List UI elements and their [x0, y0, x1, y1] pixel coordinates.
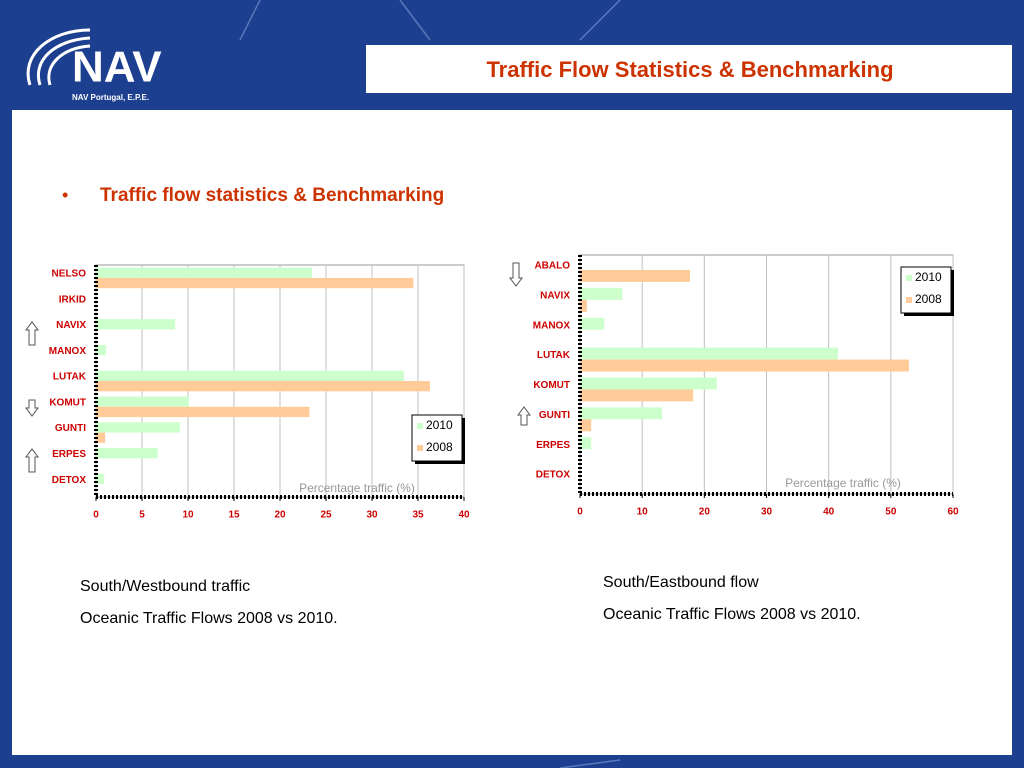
bar	[580, 419, 592, 432]
legend-label: 2010	[915, 270, 942, 284]
bar	[580, 347, 838, 360]
bar	[96, 267, 313, 278]
caption: South/Eastbound flow	[603, 574, 759, 591]
category-label: KOMUT	[49, 397, 86, 408]
category-label: KOMUT	[533, 380, 570, 391]
bar	[580, 377, 717, 390]
category-label: LUTAK	[537, 350, 571, 361]
bar	[96, 396, 189, 407]
category-label: IRKID	[59, 294, 86, 305]
legend	[900, 266, 952, 314]
bar	[580, 407, 663, 420]
x-tick-label: 10	[182, 510, 194, 521]
bar	[580, 389, 694, 402]
bar	[580, 287, 623, 300]
radar-lines	[239, 0, 621, 768]
x-tick-label: 35	[412, 510, 424, 521]
category-label: NAVIX	[540, 290, 570, 301]
legend-label: 2008	[426, 440, 453, 454]
x-tick-label: 10	[637, 507, 649, 518]
bar	[96, 432, 106, 443]
bar	[96, 448, 158, 459]
x-tick-label: 0	[577, 507, 583, 518]
bullet-dot: •	[62, 185, 68, 205]
category-label: ERPES	[52, 449, 86, 460]
legend	[411, 414, 463, 462]
x-tick-label: 20	[274, 510, 286, 521]
x-tick-label: 25	[320, 510, 332, 521]
legend-swatch	[906, 275, 912, 281]
category-label: NAVIX	[56, 320, 86, 331]
bar	[96, 344, 107, 356]
bar	[96, 406, 310, 418]
category-label: LUTAK	[53, 372, 87, 383]
legend-swatch	[906, 297, 912, 303]
legend-swatch	[417, 423, 423, 429]
bar	[96, 277, 414, 289]
bar	[580, 437, 592, 450]
x-tick-label: 20	[699, 507, 711, 518]
bullet-text: Traffic flow statistics & Benchmarking	[100, 185, 444, 206]
category-label: DETOX	[52, 475, 87, 486]
x-tick-label: 15	[228, 510, 240, 521]
x-tick-label: 0	[93, 510, 99, 521]
category-label: MANOX	[49, 346, 87, 357]
category-label: GUNTI	[55, 423, 86, 434]
x-tick-label: 5	[139, 510, 145, 521]
bar	[580, 317, 605, 330]
x-tick-label: 60	[947, 507, 959, 518]
x-axis-label: Percentage traffic (%)	[299, 481, 415, 495]
caption: Oceanic Traffic Flows 2008 vs 2010.	[603, 606, 861, 623]
logo: NAV NAV Portugal, E.P.E.	[26, 28, 162, 102]
bar	[580, 299, 587, 312]
bar	[96, 319, 176, 330]
category-label: ABALO	[534, 261, 570, 272]
bar	[96, 422, 180, 433]
logo-subtitle: NAV Portugal, E.P.E.	[72, 93, 149, 102]
legend-label: 2008	[915, 292, 942, 306]
x-tick-label: 40	[823, 507, 835, 518]
slide-title: Traffic Flow Statistics & Benchmarking	[486, 57, 893, 82]
legend-label: 2010	[426, 418, 453, 432]
bar	[580, 359, 909, 372]
x-tick-label: 30	[761, 507, 773, 518]
bar	[96, 473, 105, 485]
caption: South/Westbound traffic	[80, 578, 250, 595]
arrows	[25, 262, 531, 473]
x-axis-label: Percentage traffic (%)	[785, 476, 901, 490]
x-tick-label: 40	[458, 510, 470, 521]
category-label: NELSO	[52, 269, 87, 280]
bar	[96, 381, 430, 392]
category-label: ERPES	[536, 440, 570, 451]
bar	[580, 269, 691, 282]
category-label: DETOX	[536, 470, 571, 481]
title-box	[366, 45, 1012, 93]
bar	[96, 370, 405, 381]
category-label: MANOX	[533, 320, 571, 331]
logo-name: NAV	[72, 43, 162, 92]
x-tick-label: 30	[366, 510, 378, 521]
x-tick-label: 50	[885, 507, 897, 518]
charts: 0 5 10 15 20 25 30 35 40 NELSO IRKID NAVIX MANOX LUTA…	[49, 254, 959, 627]
caption: Oceanic Traffic Flows 2008 vs 2010.	[80, 610, 338, 627]
legend-swatch	[417, 445, 423, 451]
category-label: GUNTI	[539, 410, 570, 421]
